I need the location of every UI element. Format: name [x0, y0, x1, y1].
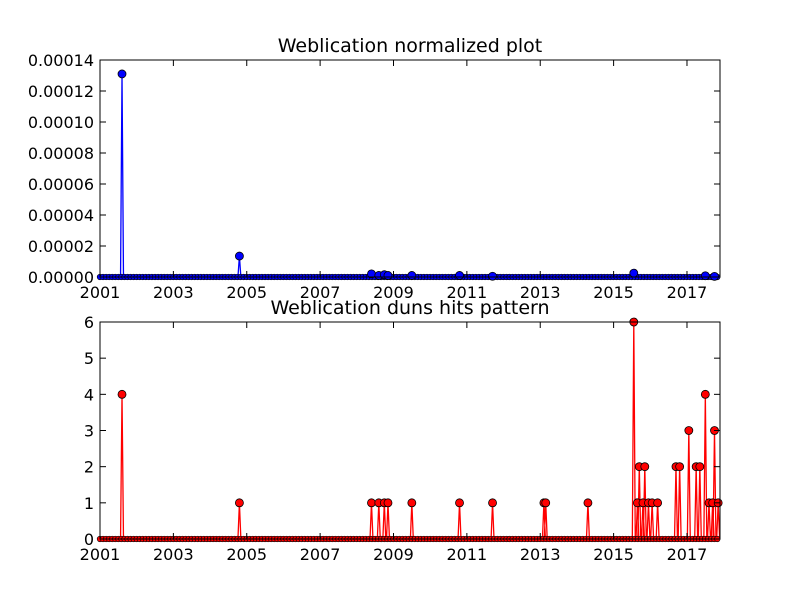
y-tick-label: 0.00008 [28, 144, 94, 163]
data-point [653, 498, 663, 508]
data-point [541, 498, 551, 508]
x-tick-label: 2001 [80, 545, 121, 564]
y-tick-label: 0.00004 [28, 206, 94, 225]
series-line [100, 73, 720, 278]
x-tick-label: 2005 [226, 545, 267, 564]
chart-title: Weblication normalized plot [278, 35, 543, 57]
data-point [700, 271, 710, 281]
data-point [407, 271, 417, 280]
y-tick-label: 4 [84, 385, 94, 404]
data-point [117, 389, 127, 399]
chart-title: Weblication duns hits pattern [270, 297, 549, 319]
data-point [710, 271, 719, 281]
x-tick-label: 2007 [300, 283, 341, 302]
y-tick-label: 0.00002 [28, 237, 94, 256]
x-tick-label: 2011 [447, 545, 488, 564]
x-tick-label: 2003 [153, 283, 194, 302]
data-point [455, 271, 464, 280]
y-tick-label: 2 [84, 458, 94, 477]
normalized-plot: Weblication normalized plot 2001 2003 2005… [28, 35, 721, 302]
x-tick-label: 2009 [373, 283, 414, 302]
y-tick-label: 1 [84, 494, 94, 513]
x-tick-label: 2013 [520, 545, 561, 564]
y-tick-label: 0.00012 [28, 82, 94, 101]
data-point [383, 498, 393, 508]
data-point [367, 498, 376, 508]
data-point [383, 271, 393, 280]
hits-pattern-plot: Weblication duns hits pattern 2001 2003 20… [80, 297, 723, 564]
x-tick-label: 2015 [593, 545, 634, 564]
y-tick-label: 5 [84, 349, 94, 368]
x-tick-label: 2001 [80, 283, 121, 302]
x-tick-label: 2017 [667, 283, 708, 302]
x-tick-label: 2005 [226, 283, 267, 302]
x-tick-label: 2015 [593, 283, 634, 302]
data-point [235, 251, 244, 261]
x-tick-label: 2009 [373, 545, 414, 564]
data-point [407, 498, 417, 508]
plot-area: 2001 2003 2005 2007 2009 2011 2013 2015 2017 0 1 2 3… [80, 313, 723, 564]
y-tick-label: 0.00014 [28, 51, 94, 70]
data-point [695, 462, 705, 472]
plot-area: 2001 2003 2005 2007 2009 2011 2013 2015 2017 0.00… [28, 51, 721, 302]
data-point [675, 462, 685, 472]
y-tick-label: 0 [84, 530, 94, 549]
data-point [235, 498, 244, 508]
data-point [583, 498, 593, 508]
plot-frame [99, 59, 721, 278]
data-point [488, 498, 497, 508]
data-point [455, 498, 464, 508]
data-point [640, 462, 650, 472]
y-tick-label: 6 [84, 313, 94, 332]
x-tick-label: 2013 [520, 283, 561, 302]
data-point [117, 69, 127, 79]
x-tick-label: 2003 [153, 545, 194, 564]
x-tick-label: 2017 [667, 545, 708, 564]
data-point [629, 268, 639, 278]
data-point [700, 389, 710, 399]
y-tick-label: 0.00006 [28, 175, 94, 194]
x-tick-label: 2007 [300, 545, 341, 564]
y-tick-label: 3 [84, 422, 94, 441]
x-tick-label: 2011 [447, 283, 488, 302]
y-tick-label: 0.00000 [28, 268, 94, 287]
y-tick-label: 0.00010 [28, 113, 94, 132]
data-point [684, 426, 694, 435]
data-point [488, 271, 497, 281]
